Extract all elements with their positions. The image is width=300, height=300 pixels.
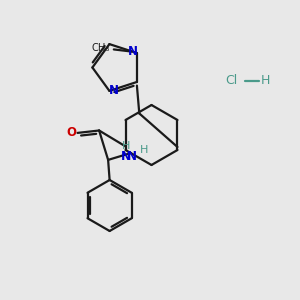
Text: H: H bbox=[261, 74, 270, 88]
Text: N: N bbox=[127, 150, 137, 164]
Text: H: H bbox=[140, 145, 148, 155]
Text: N: N bbox=[121, 149, 130, 163]
Text: N: N bbox=[128, 45, 138, 58]
Text: N: N bbox=[109, 84, 118, 98]
Text: O: O bbox=[67, 126, 76, 140]
Text: Cl: Cl bbox=[226, 74, 238, 88]
Text: H: H bbox=[122, 141, 130, 151]
Text: CH₃: CH₃ bbox=[92, 43, 110, 52]
